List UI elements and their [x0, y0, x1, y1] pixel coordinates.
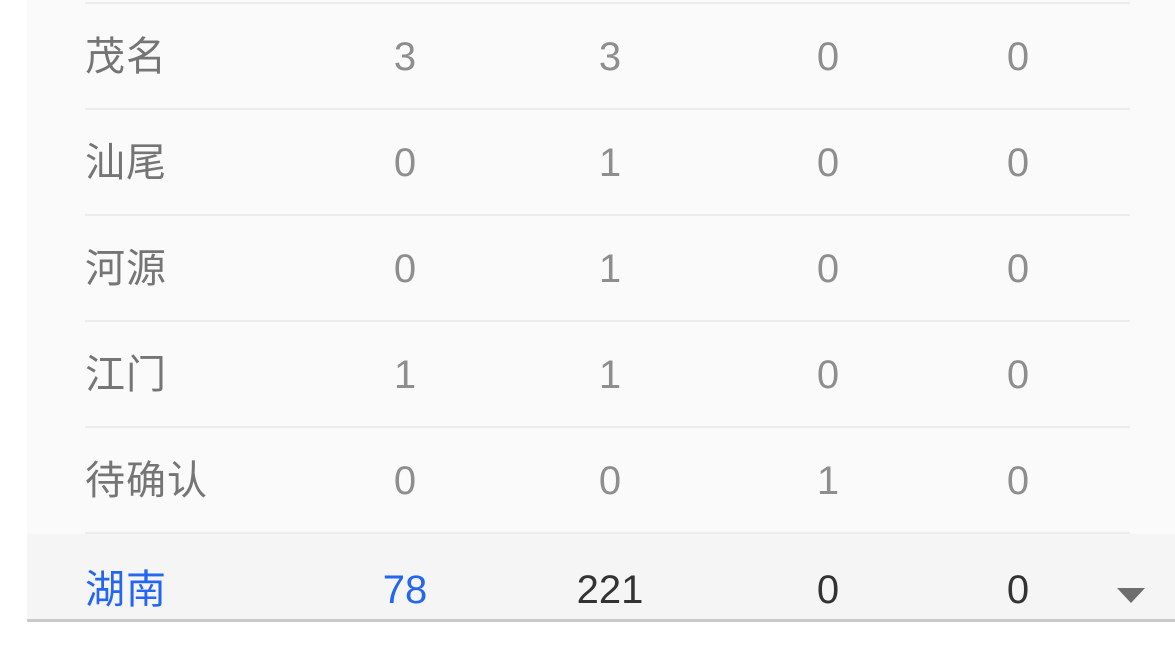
stat-value-col2: 0 [598, 459, 622, 503]
stat-value-col3: 0 [816, 353, 840, 397]
stat-value-col1: 1 [393, 353, 417, 397]
stat-value-col4: 0 [1006, 141, 1030, 185]
stat-value-col2: 1 [598, 141, 622, 185]
stat-value-col2: 221 [576, 567, 644, 612]
city-name: 汕尾 [85, 141, 167, 185]
stat-value-col4: 0 [1006, 35, 1030, 79]
table-row: 汕尾 0 1 0 0 [27, 110, 1175, 216]
stat-value-col4: 0 [1006, 247, 1030, 291]
stat-value-col1: 0 [393, 459, 417, 503]
city-name: 河源 [85, 247, 167, 291]
stat-value-col1: 78 [382, 567, 428, 612]
region-stats-table: 茂名 3 3 0 0 汕尾 0 1 0 0 河源 0 1 0 0 江门 1 1 0 0 待确认 0 0 1 0 湖南 78 22… [27, 0, 1175, 622]
city-name: 江门 [85, 353, 167, 397]
stat-value-col2: 3 [598, 35, 622, 79]
stat-value-col4: 0 [1006, 459, 1030, 503]
stat-value-col1: 0 [393, 247, 417, 291]
stat-value-col1: 3 [393, 35, 417, 79]
triangle-down-icon[interactable] [1117, 588, 1145, 603]
stat-value-col3: 0 [816, 567, 840, 612]
stat-value-col1: 0 [393, 141, 417, 185]
table-row: 待确认 0 0 1 0 [27, 428, 1175, 534]
table-row: 河源 0 1 0 0 [27, 216, 1175, 322]
stat-value-col3: 0 [816, 247, 840, 291]
province-name[interactable]: 湖南 [85, 567, 167, 612]
stat-value-col2: 1 [598, 247, 622, 291]
expand-collapse-cell[interactable] [1087, 582, 1175, 603]
stat-value-col4: 0 [1006, 567, 1030, 612]
stat-value-col2: 1 [598, 353, 622, 397]
stat-value-col3: 0 [816, 35, 840, 79]
row-divider [27, 0, 1175, 4]
table-row: 江门 1 1 0 0 [27, 322, 1175, 428]
table-row: 茂名 3 3 0 0 [27, 4, 1175, 110]
city-name: 茂名 [85, 35, 167, 79]
city-rows-group: 茂名 3 3 0 0 汕尾 0 1 0 0 河源 0 1 0 0 江门 1 1 0 0 待确认 0 0 1 0 [27, 4, 1175, 534]
stat-value-col3: 1 [816, 459, 840, 503]
stat-value-col3: 0 [816, 141, 840, 185]
stat-value-col4: 0 [1006, 353, 1030, 397]
table-row-province-summary[interactable]: 湖南 78 221 0 0 [27, 534, 1175, 622]
city-name: 待确认 [85, 459, 208, 503]
